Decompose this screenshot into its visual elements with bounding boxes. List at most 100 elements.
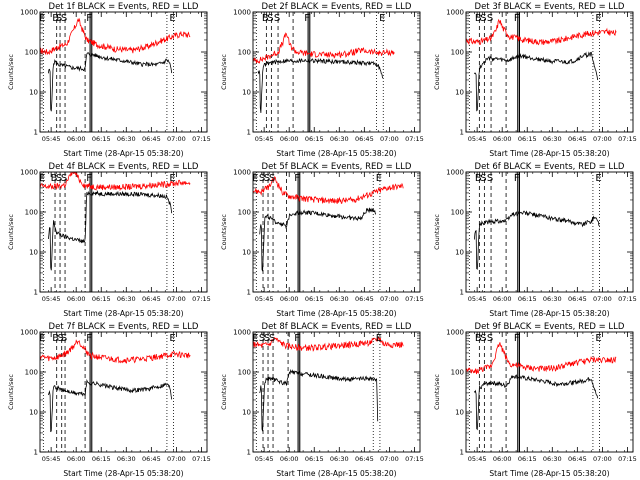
y-tick-label: 1 [247, 449, 251, 457]
event-marker-label: S [480, 333, 486, 344]
lld-series-line [40, 172, 191, 192]
event-marker-label: B [262, 13, 269, 24]
event-marker-label: F [294, 173, 300, 184]
x-tick-label: 06:30 [543, 455, 562, 463]
event-marker-label: E [39, 333, 45, 344]
panel-plot: Det 3f BLACK = Events, RED = LLD Counts/s… [433, 2, 637, 158]
x-tick-label: 06:45 [568, 455, 587, 463]
event-marker-label: F [304, 13, 310, 24]
y-tick-label: 1000 [446, 169, 464, 177]
lld-series-line [466, 18, 617, 46]
x-tick-label: 06:15 [305, 135, 324, 143]
lld-series-line [253, 32, 395, 64]
y-tick-label: 10 [29, 409, 38, 417]
x-tick-label: 06:00 [280, 135, 299, 143]
x-tick-label: 07:00 [167, 135, 186, 143]
y-axis-label: Counts/sec [7, 374, 15, 410]
x-tick-label: 07:15 [405, 455, 424, 463]
x-tick-label: 06:00 [493, 455, 512, 463]
event-marker-label: E [379, 13, 385, 24]
plot-area [466, 332, 617, 452]
x-tick-label: 06:45 [142, 455, 161, 463]
x-tick-label: 06:00 [67, 455, 86, 463]
panel-title: Det 6f BLACK = Events, RED = LLD [475, 162, 625, 172]
event-marker-label: F [514, 333, 520, 344]
event-marker-label: S [487, 13, 493, 24]
x-tick-label: 06:15 [518, 295, 537, 303]
panel-plot: Det 4f BLACK = Events, RED = LLD Counts/s… [7, 162, 211, 318]
x-tick-label: 05:45 [255, 295, 274, 303]
event-marker-label: S [274, 13, 280, 24]
panel-plot: Det 8f BLACK = Events, RED = LLD Counts/s… [220, 322, 424, 478]
y-axis-label: Counts/sec [7, 54, 15, 90]
panel-title: Det 4f BLACK = Events, RED = LLD [49, 162, 199, 172]
event-marker-label: B [51, 173, 58, 184]
x-tick-label: 07:00 [167, 295, 186, 303]
event-marker-label: S [480, 13, 486, 24]
y-tick-label: 1000 [20, 329, 38, 337]
x-axis-label: Start Time (28-Apr-15 05:38:20) [489, 149, 609, 158]
y-tick-label: 1000 [446, 329, 464, 337]
event-marker-label: S [61, 333, 67, 344]
y-tick-label: 1000 [233, 329, 251, 337]
x-tick-label: 07:00 [380, 295, 399, 303]
y-tick-label: 10 [242, 409, 251, 417]
x-tick-label: 05:45 [42, 295, 61, 303]
x-tick-label: 07:00 [593, 295, 612, 303]
event-marker-label: B [475, 173, 482, 184]
y-axis-label: Counts/sec [220, 374, 228, 410]
plot-area [40, 172, 191, 292]
x-tick-label: 06:30 [543, 295, 562, 303]
x-axis-label: Start Time (28-Apr-15 05:38:20) [63, 149, 183, 158]
event-marker-label: F [514, 173, 520, 184]
y-tick-label: 1 [460, 449, 464, 457]
y-axis-label: Counts/sec [433, 214, 441, 250]
x-tick-label: 07:00 [593, 135, 612, 143]
x-axis-label: Start Time (28-Apr-15 05:38:20) [489, 469, 609, 478]
event-marker-label: F [86, 173, 92, 184]
x-tick-label: 05:45 [42, 455, 61, 463]
panel-title: Det 5f BLACK = Events, RED = LLD [262, 162, 412, 172]
event-marker-label: S [264, 173, 270, 184]
event-marker-label: S [269, 173, 275, 184]
event-marker-label: S [269, 333, 275, 344]
x-axis-label: Start Time (28-Apr-15 05:38:20) [63, 309, 183, 318]
detector-panel: Det 7f BLACK = Events, RED = LLD Counts/s… [0, 320, 213, 480]
event-marker-label: B [52, 13, 59, 24]
plot-frame [465, 171, 634, 293]
events-series-line [48, 52, 173, 112]
y-tick-label: 10 [455, 409, 464, 417]
x-axis-label: Start Time (28-Apr-15 05:38:20) [276, 469, 396, 478]
y-tick-label: 10 [455, 89, 464, 97]
plot-frame [465, 331, 634, 453]
y-axis-label: Counts/sec [433, 374, 441, 410]
x-tick-label: 06:15 [518, 455, 537, 463]
plot-frame [39, 11, 208, 133]
x-tick-label: 06:45 [568, 295, 587, 303]
event-marker-label: B [52, 333, 59, 344]
panel-title: Det 8f BLACK = Events, RED = LLD [262, 322, 412, 332]
y-tick-label: 1 [247, 129, 251, 137]
x-tick-label: 07:15 [405, 135, 424, 143]
plot-area [253, 12, 395, 132]
event-marker-label: B [475, 13, 482, 24]
detector-panel: Det 8f BLACK = Events, RED = LLD Counts/s… [213, 320, 426, 480]
panel-title: Det 2f BLACK = Events, RED = LLD [262, 2, 412, 12]
x-tick-label: 06:45 [355, 295, 374, 303]
panel-plot: Det 6f BLACK = Events, RED = LLD Counts/s… [433, 162, 637, 318]
lld-series-line [40, 339, 191, 364]
event-marker-label: S [264, 333, 270, 344]
y-axis-label: Counts/sec [220, 214, 228, 250]
events-series-line [474, 374, 599, 431]
x-tick-label: 07:15 [192, 295, 211, 303]
y-axis-label: Counts/sec [220, 54, 228, 90]
x-tick-label: 06:15 [92, 295, 111, 303]
event-marker-label: S [267, 13, 273, 24]
event-marker-label: S [58, 333, 64, 344]
event-marker-label: E [39, 173, 45, 184]
x-axis-label: Start Time (28-Apr-15 05:38:20) [276, 309, 396, 318]
y-tick-label: 1 [460, 129, 464, 137]
detector-panel: Det 2f BLACK = Events, RED = LLD Counts/s… [213, 0, 426, 160]
plot-frame [39, 331, 208, 453]
panel-plot: Det 5f BLACK = Events, RED = LLD Counts/s… [220, 162, 424, 318]
